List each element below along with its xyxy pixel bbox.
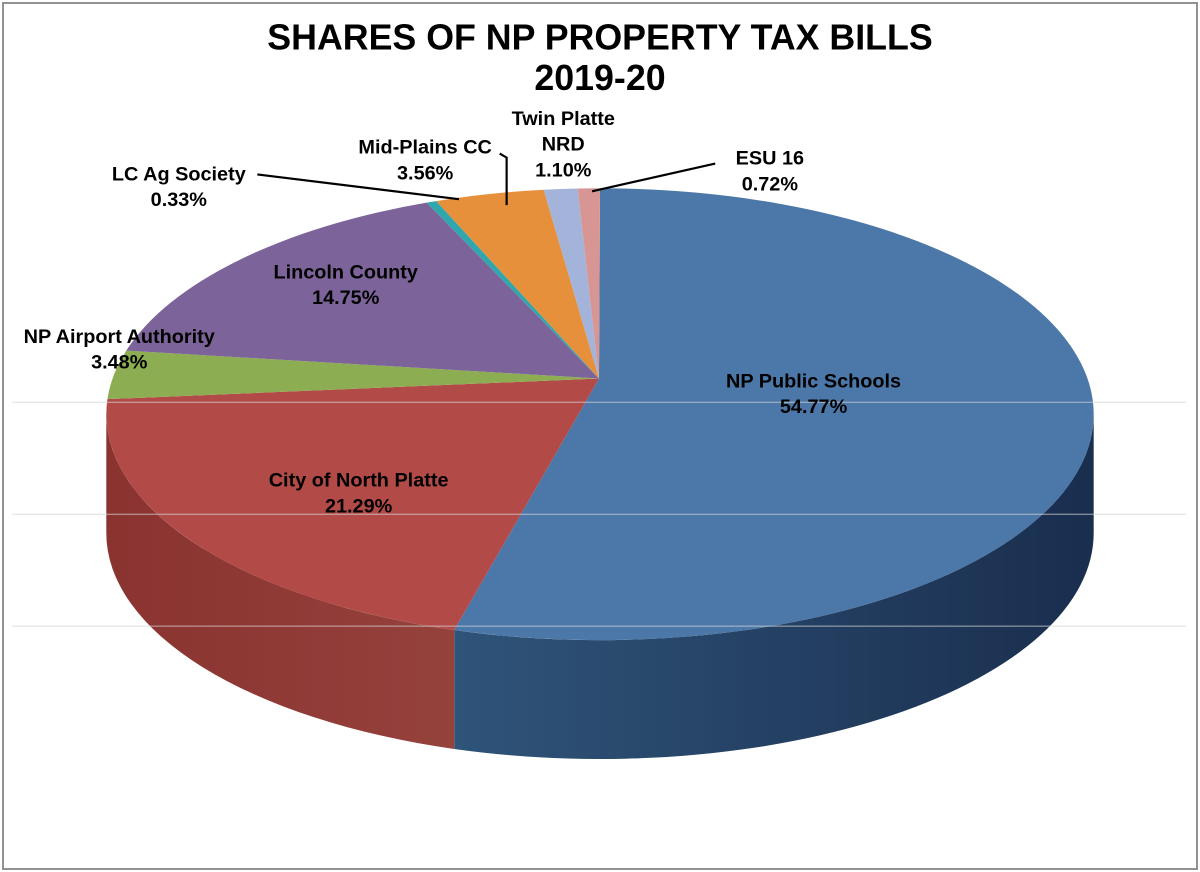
leader-line-mid-plains-cc (499, 152, 508, 206)
pie-label-mid-plains-cc-line1: Mid-Plains CC (358, 137, 491, 159)
pie-slice-twin-platte-nrd (543, 188, 600, 379)
pie-label-np-public-schools-pct: 54.77% (780, 396, 848, 418)
pie-slice-city-of-north-platte (106, 378, 600, 631)
pie-slice-lincoln-county (126, 202, 600, 379)
leader-line-esu-16 (591, 162, 716, 193)
pie-label-np-airport-authority-line1: NP Airport Authority (24, 326, 215, 348)
pie-slice-lc-ag-society (426, 201, 600, 379)
pie-chart-canvas: NP Public Schools 54.77% City of North Pla… (11, 18, 1187, 760)
pie-label-lc-ag-society-pct: 0.33% (151, 189, 208, 211)
pie-slice-side-city-of-north-platte (106, 414, 455, 749)
pie-slice-np-airport-authority (107, 350, 600, 400)
pie-label-esu-16-line1: ESU 16 (736, 148, 804, 170)
pie-slice-side-np-public-schools (454, 414, 1094, 760)
leader-line-lc-ag-society (257, 173, 460, 201)
chart-title-line1: SHARES OF NP PROPERTY TAX BILLS (267, 18, 932, 58)
pie-label-twin-platte-nrd-pct: 1.10% (535, 159, 592, 181)
pie-label-twin-platte-nrd-line1: Twin Platte (512, 108, 615, 130)
pie-label-esu-16-pct: 0.72% (742, 173, 799, 195)
pie-slice-mid-plains-cc (436, 189, 600, 379)
pie-label-lc-ag-society-line1: LC Ag Society (112, 163, 246, 185)
pie-label-city-of-north-platte-line1: City of North Platte (269, 470, 449, 492)
pie-label-np-airport-authority-pct: 3.48% (91, 352, 148, 374)
chart-title-line2: 2019-20 (534, 58, 665, 98)
pie-slice-esu-16 (577, 188, 600, 379)
pie-label-lincoln-county-line1: Lincoln County (273, 261, 417, 283)
pie-label-lincoln-county-pct: 14.75% (312, 287, 380, 309)
pie-label-mid-plains-cc-pct: 3.56% (397, 162, 454, 184)
pie-slice-np-public-schools (454, 188, 1094, 641)
pie-label-city-of-north-platte-pct: 21.29% (325, 495, 393, 517)
pie-label-twin-platte-nrd-line2: NRD (542, 134, 585, 156)
pie-chart-group: NP Public Schools 54.77% City of North Pla… (11, 108, 1187, 760)
pie-label-np-public-schools-line1: NP Public Schools (726, 370, 901, 392)
